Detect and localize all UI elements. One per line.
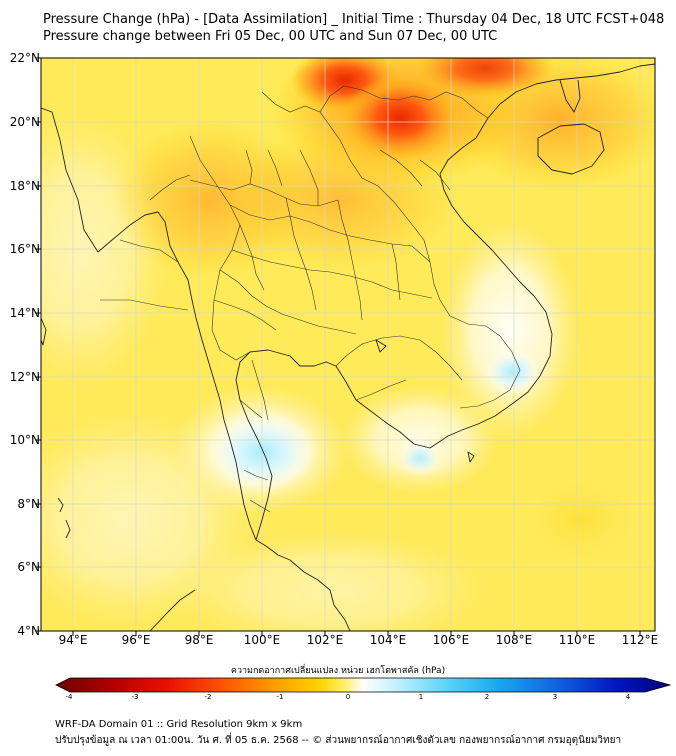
lon-label: 96°E <box>121 633 151 647</box>
colorbar-tick: 1 <box>418 693 424 701</box>
admin-borders <box>100 85 521 513</box>
axis-ticks <box>36 57 641 636</box>
lon-label: 108°E <box>495 633 533 647</box>
footer-update-credit: ปรับปรุงข้อมูล ณ เวลา 01:00น. วัน ศ. ที่… <box>55 735 622 746</box>
lat-label: 12°N <box>9 370 40 384</box>
map-title: Pressure Change (hPa) - [Data Assimilati… <box>43 12 665 27</box>
lat-label: 20°N <box>9 115 40 129</box>
coastlines <box>41 63 655 631</box>
colorbar <box>55 677 672 693</box>
colorbar-tick: 2 <box>484 693 490 701</box>
colorbar-tick: -2 <box>204 693 212 701</box>
lat-lon-grid <box>41 58 655 631</box>
colorbar-tick: -1 <box>276 693 284 701</box>
lat-label: 16°N <box>9 242 40 256</box>
lat-label: 14°N <box>9 306 40 320</box>
lon-label: 110°E <box>558 633 596 647</box>
map-subtitle: Pressure change between Fri 05 Dec, 00 U… <box>43 29 498 44</box>
lon-label: 104°E <box>369 633 407 647</box>
lon-label: 106°E <box>432 633 470 647</box>
colorbar-tick: 0 <box>345 693 351 701</box>
pressure-change-map <box>36 57 656 636</box>
lon-label: 112°E <box>621 633 659 647</box>
colorbar-tick: -4 <box>65 693 73 701</box>
lat-label: 18°N <box>9 179 40 193</box>
lon-label: 102°E <box>306 633 344 647</box>
colorbar-tick: 3 <box>552 693 558 701</box>
pressure-field <box>41 58 655 631</box>
footer-domain-info: WRF-DA Domain 01 :: Grid Resolution 9km … <box>55 719 303 730</box>
lat-label: 8°N <box>17 497 40 511</box>
lon-label: 100°E <box>243 633 281 647</box>
lat-label: 6°N <box>17 560 40 574</box>
colorbar-tick: -3 <box>131 693 139 701</box>
lat-label: 22°N <box>9 51 40 65</box>
lon-label: 98°E <box>184 633 214 647</box>
colorbar-title: ความกดอากาศเปลี่ยนแปลง หน่วย เฮกโตพาสคัล… <box>230 666 446 676</box>
map-frame <box>40 57 656 632</box>
colorbar-tick: 4 <box>625 693 631 701</box>
lat-label: 10°N <box>9 433 40 447</box>
lat-label: 4°N <box>17 624 40 638</box>
lon-label: 94°E <box>58 633 88 647</box>
